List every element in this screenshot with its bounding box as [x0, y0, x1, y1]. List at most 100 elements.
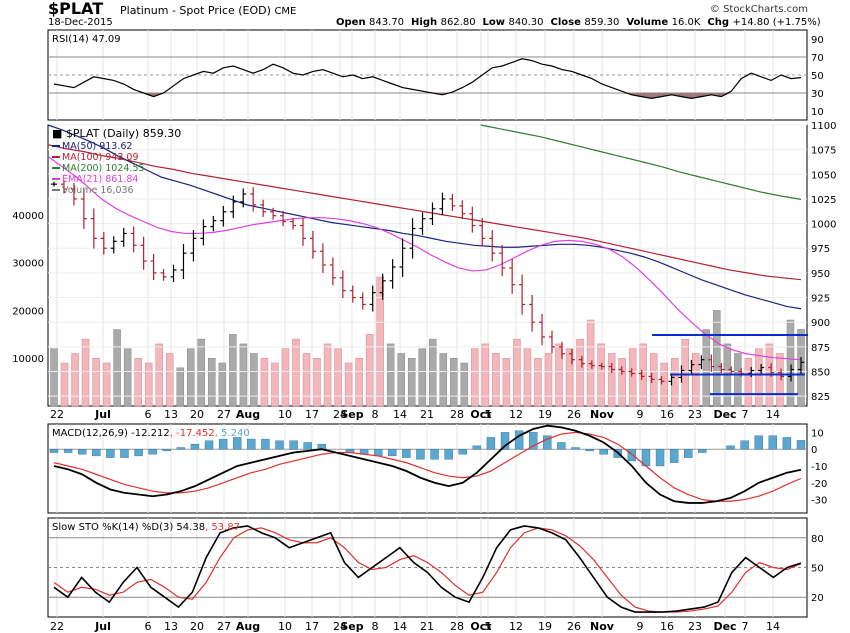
x-axis-label: 27	[217, 408, 231, 421]
volume-bar	[239, 343, 248, 407]
stoch-tick-label: 80	[811, 534, 824, 545]
price-tick-label: 1100	[811, 121, 836, 132]
volume-bar	[334, 348, 342, 407]
price-bar	[449, 193, 456, 211]
volume-bar	[544, 353, 553, 407]
price-legend-item: EMA(21) 861.84	[62, 174, 138, 185]
macd-hist-bar	[77, 448, 87, 455]
volume-bar	[576, 338, 584, 407]
price-bar	[240, 188, 247, 208]
price-bar	[319, 243, 326, 273]
volume-bar	[692, 353, 700, 407]
x-axis-label: Oct	[470, 408, 491, 421]
price-tick-label: 875	[811, 343, 830, 354]
macd-hist-bar	[416, 448, 425, 460]
price-bar	[280, 210, 287, 227]
volume-tick-label: 10000	[12, 354, 44, 365]
price-bar	[110, 236, 117, 254]
stoch-d-line	[53, 527, 802, 613]
volume-bar	[492, 353, 500, 407]
price-bar	[469, 206, 476, 233]
x-axis-label: 12	[509, 408, 523, 421]
volume-bar	[50, 348, 58, 407]
price-bar	[788, 364, 795, 382]
macd-hist-bar	[585, 448, 594, 452]
macd-hist-bar	[754, 435, 763, 450]
price-tick-label: 1050	[811, 170, 836, 181]
price-bar	[190, 230, 197, 262]
macd-tick-label: -30	[811, 496, 827, 507]
stoch-label-part: Slow STO %K(14) %D(3)	[52, 522, 176, 533]
x-axis-label: 22	[50, 620, 64, 633]
volume-bar	[123, 348, 132, 407]
macd-hist-bar	[402, 448, 411, 458]
macd-hist-bar	[162, 448, 171, 452]
macd-hist-bar	[444, 448, 453, 460]
rsi-line	[53, 58, 802, 100]
volume-bar	[187, 348, 195, 407]
volume-bar	[144, 362, 153, 407]
price-bar	[608, 363, 615, 374]
volume-bar	[555, 343, 563, 407]
macd-hist-bar	[740, 440, 749, 450]
volume-bar	[271, 362, 279, 407]
open-value: 843.70	[369, 17, 405, 28]
rsi-label: RSI(14) 47.09	[52, 34, 121, 45]
macd-label-part: MACD(12,26,9)	[52, 428, 128, 439]
x-axis-label: Sep	[340, 620, 363, 633]
x-axis-label: 26	[567, 408, 581, 421]
volume-bar	[176, 367, 185, 407]
volume-bar	[450, 357, 458, 407]
volume-bar	[197, 338, 206, 407]
instrument-name: Platinum	[120, 4, 169, 17]
macd-hist-bar	[726, 445, 735, 450]
volume-bar	[134, 357, 142, 407]
volume-bar	[155, 343, 163, 407]
macd-hist-bar	[557, 442, 566, 450]
volume-bar	[565, 348, 574, 407]
x-axis-label: 24	[333, 408, 347, 421]
x-axis-label: 13	[164, 620, 178, 633]
x-axis-label: Sep	[340, 408, 363, 421]
volume-bar	[439, 353, 448, 407]
price-bar	[588, 360, 595, 369]
x-axis-label: 7	[742, 620, 749, 633]
macd-hist-bar	[669, 448, 679, 463]
macd-hist-bar	[218, 438, 228, 450]
volume-bar	[397, 353, 405, 407]
price-bar	[170, 264, 177, 282]
volume-bar	[523, 348, 532, 407]
price-bar	[379, 273, 386, 300]
price-bar	[300, 218, 306, 246]
volume-bar	[597, 343, 605, 407]
volume-bar	[776, 353, 784, 407]
volume-tick-label: 20000	[12, 306, 44, 317]
price-bar	[658, 376, 665, 385]
macd-label: MACD(12,26,9) -12.212, -17.452, 5.240	[52, 428, 250, 439]
macd-hist-bar	[388, 448, 397, 457]
brand[interactable]: © StockCharts.com	[709, 4, 808, 15]
volume-bar	[702, 329, 711, 407]
price-bar	[558, 341, 565, 359]
price-bar	[369, 285, 376, 312]
x-axis-label: Oct	[470, 620, 491, 633]
change-label: Chg	[707, 17, 730, 28]
price-bar	[509, 258, 516, 294]
price-bar	[459, 200, 466, 220]
macd-hist-bar	[472, 445, 482, 450]
change-value: +14.80 (+1.75%)	[732, 17, 821, 28]
volume-bar	[302, 353, 311, 407]
volume-bar	[418, 348, 426, 407]
price-bar	[409, 218, 416, 259]
high-value: 862.80	[440, 17, 476, 28]
x-axis-label: 28	[450, 408, 464, 421]
price-bar	[499, 244, 506, 277]
price-bar	[798, 357, 804, 375]
macd-hist-bar	[430, 448, 439, 460]
volume-bar	[471, 348, 479, 407]
x-axis-label: 10	[278, 408, 292, 421]
macd-hist-bar	[134, 448, 143, 457]
stoch-tick-label: 50	[811, 564, 824, 575]
rsi-oversold-fill	[143, 93, 732, 99]
stoch-label-part: 54.38	[176, 522, 205, 533]
